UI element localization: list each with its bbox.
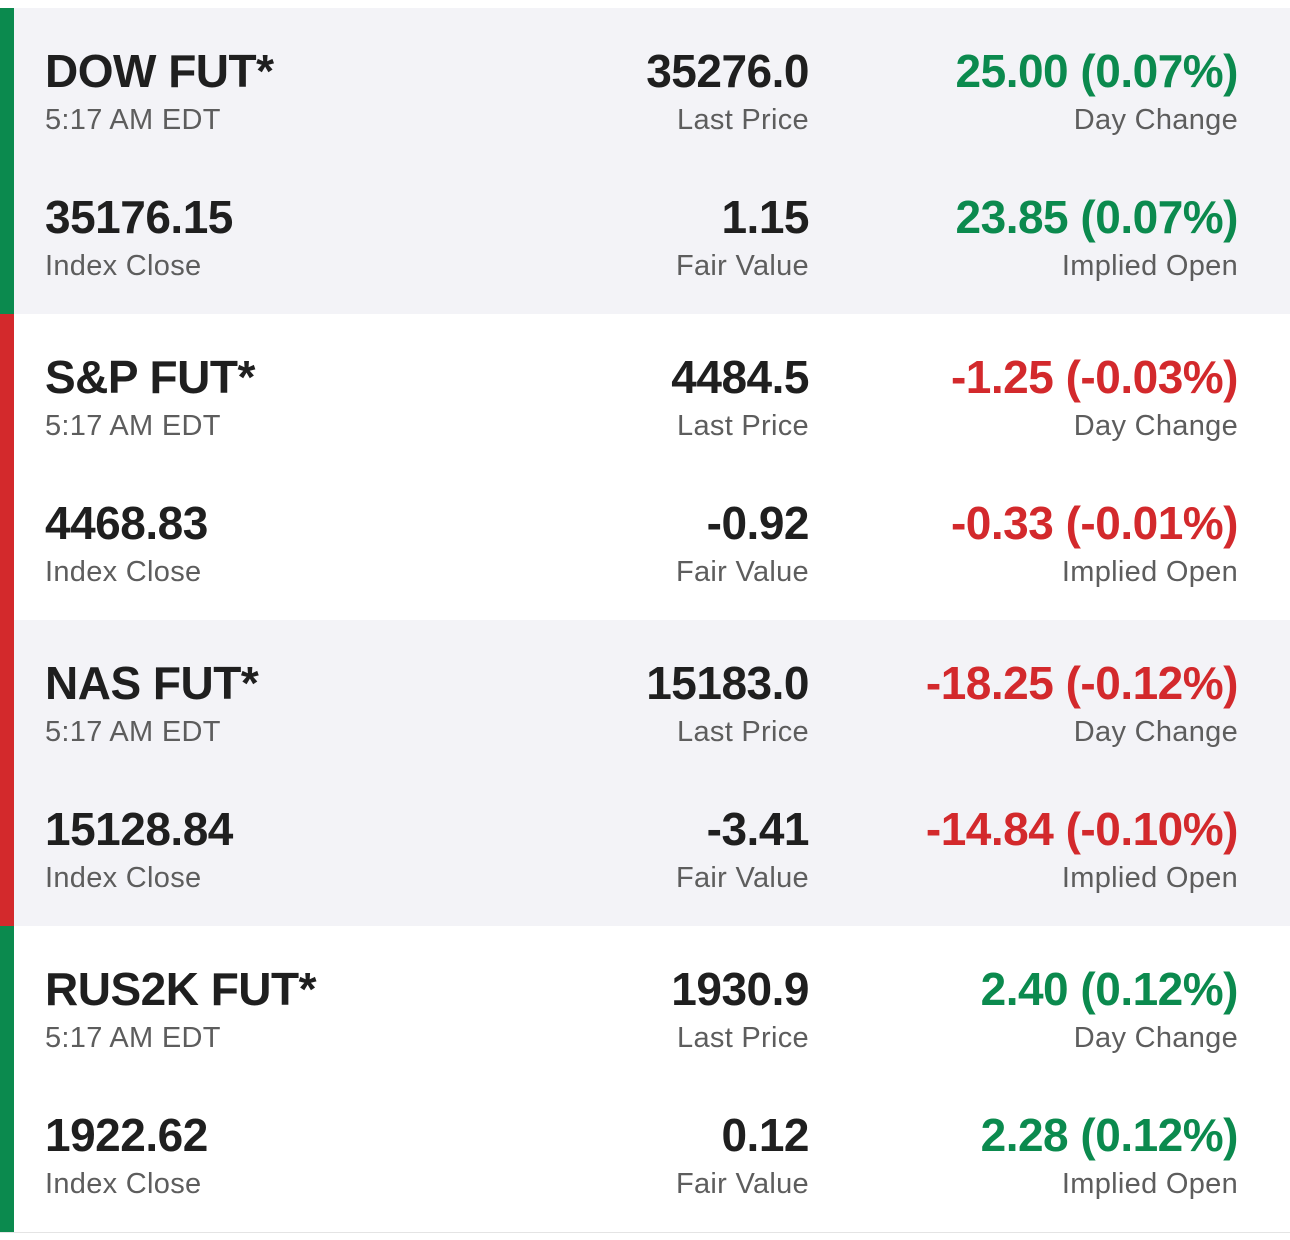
day-change-value: 2.40 (0.12%)	[980, 963, 1239, 1015]
quote-card-content: S&P FUT* 5:17 AM EDT 4484.5 Last Price -…	[14, 314, 1290, 620]
last-price-label: Last Price	[677, 716, 809, 748]
fair-value-value: 1.15	[721, 191, 809, 243]
symbol[interactable]: NAS FUT*	[45, 657, 259, 709]
quote-card-content: NAS FUT* 5:17 AM EDT 15183.0 Last Price …	[14, 620, 1290, 926]
index-close-value: 15128.84	[45, 803, 233, 855]
symbol[interactable]: S&P FUT*	[45, 351, 255, 403]
day-change-label: Day Change	[1073, 410, 1238, 442]
index-close-value: 35176.15	[45, 191, 233, 243]
bottom-divider	[0, 1232, 1290, 1240]
implied-open-value: -14.84 (-0.10%)	[925, 803, 1239, 855]
index-close-label: Index Close	[45, 862, 202, 894]
quote-card-sp[interactable]: S&P FUT* 5:17 AM EDT 4484.5 Last Price -…	[0, 314, 1290, 620]
direction-bar	[0, 314, 14, 620]
last-price-label: Last Price	[677, 104, 809, 136]
fair-value-label: Fair Value	[675, 862, 809, 894]
index-close-value: 1922.62	[45, 1109, 208, 1161]
last-price-value: 15183.0	[646, 657, 809, 709]
implied-open-value: -0.33 (-0.01%)	[950, 497, 1239, 549]
fair-value-label: Fair Value	[675, 556, 809, 588]
symbol[interactable]: DOW FUT*	[45, 45, 274, 97]
fair-value-value: -3.41	[706, 803, 810, 855]
index-close-label: Index Close	[45, 1168, 202, 1200]
index-close-label: Index Close	[45, 556, 202, 588]
direction-bar	[0, 620, 14, 926]
last-price-value: 4484.5	[671, 351, 809, 403]
fair-value-label: Fair Value	[675, 250, 809, 282]
day-change-label: Day Change	[1073, 1022, 1238, 1054]
quote-card-content: RUS2K FUT* 5:17 AM EDT 1930.9 Last Price…	[14, 926, 1290, 1232]
implied-open-label: Implied Open	[1061, 1168, 1238, 1200]
index-close-label: Index Close	[45, 250, 202, 282]
implied-open-value: 23.85 (0.07%)	[955, 191, 1239, 243]
timestamp: 5:17 AM EDT	[45, 1022, 221, 1054]
timestamp: 5:17 AM EDT	[45, 410, 221, 442]
day-change-value: 25.00 (0.07%)	[955, 45, 1239, 97]
day-change-value: -18.25 (-0.12%)	[925, 657, 1239, 709]
direction-bar	[0, 8, 14, 314]
implied-open-label: Implied Open	[1061, 250, 1238, 282]
last-price-label: Last Price	[677, 1022, 809, 1054]
last-price-value: 1930.9	[671, 963, 809, 1015]
day-change-label: Day Change	[1073, 716, 1238, 748]
quote-card-dow[interactable]: DOW FUT* 5:17 AM EDT 35276.0 Last Price …	[0, 8, 1290, 314]
day-change-value: -1.25 (-0.03%)	[950, 351, 1239, 403]
fair-value-value: -0.92	[706, 497, 810, 549]
day-change-label: Day Change	[1073, 104, 1238, 136]
last-price-label: Last Price	[677, 410, 809, 442]
last-price-value: 35276.0	[646, 45, 809, 97]
index-close-value: 4468.83	[45, 497, 208, 549]
implied-open-label: Implied Open	[1061, 556, 1238, 588]
top-spacer	[0, 0, 1290, 8]
implied-open-label: Implied Open	[1061, 862, 1238, 894]
symbol[interactable]: RUS2K FUT*	[45, 963, 317, 1015]
implied-open-value: 2.28 (0.12%)	[980, 1109, 1239, 1161]
quote-card-rus2k[interactable]: RUS2K FUT* 5:17 AM EDT 1930.9 Last Price…	[0, 926, 1290, 1232]
fair-value-label: Fair Value	[675, 1168, 809, 1200]
quote-card-content: DOW FUT* 5:17 AM EDT 35276.0 Last Price …	[14, 8, 1290, 314]
direction-bar	[0, 926, 14, 1232]
fair-value-value: 0.12	[721, 1109, 809, 1161]
quote-card-nas[interactable]: NAS FUT* 5:17 AM EDT 15183.0 Last Price …	[0, 620, 1290, 926]
futures-list: DOW FUT* 5:17 AM EDT 35276.0 Last Price …	[0, 8, 1290, 1232]
timestamp: 5:17 AM EDT	[45, 104, 221, 136]
timestamp: 5:17 AM EDT	[45, 716, 221, 748]
